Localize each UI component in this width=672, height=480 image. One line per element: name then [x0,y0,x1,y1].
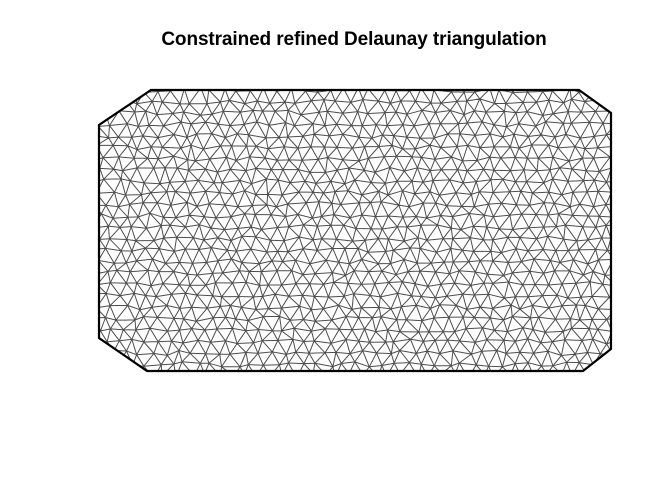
mesh-boundary [97,88,613,373]
mesh-edges [99,90,611,371]
plot-title: Constrained refined Delaunay triangulati… [161,29,547,50]
triangle-edges [99,90,611,371]
